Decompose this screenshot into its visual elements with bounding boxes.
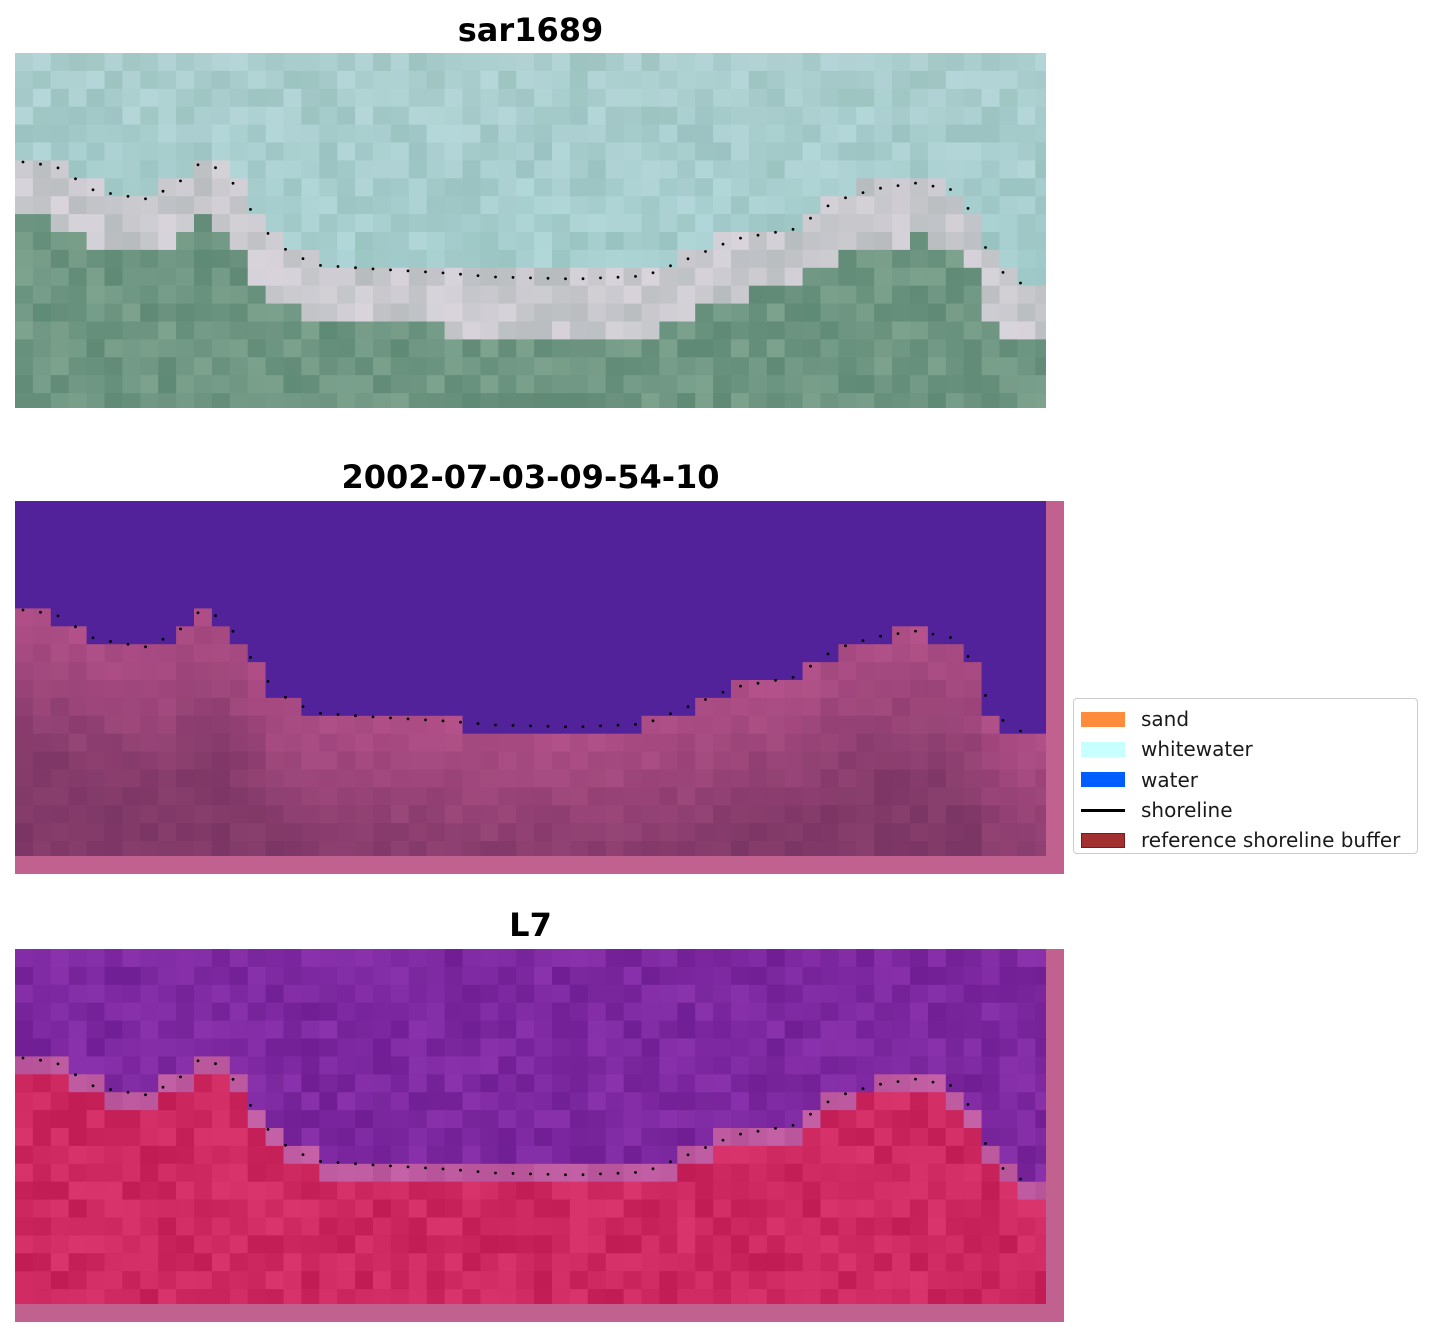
classified-image-canvas bbox=[15, 501, 1064, 874]
index-image-canvas bbox=[15, 949, 1064, 1322]
panel-title-1: sar1689 bbox=[457, 11, 604, 49]
panel-title-3: L7 bbox=[509, 906, 552, 944]
legend-swatch-whitewater bbox=[1081, 741, 1125, 757]
legend-label-shoreline: shoreline bbox=[1141, 798, 1233, 823]
legend-item-sand: sand bbox=[1081, 704, 1410, 734]
legend-item-shoreline: shoreline bbox=[1081, 795, 1410, 825]
legend-swatch-reference-buffer bbox=[1081, 832, 1125, 848]
legend-line-shoreline bbox=[1081, 808, 1125, 812]
legend-item-water: water bbox=[1081, 765, 1410, 795]
legend-item-reference-buffer: reference shoreline buffer bbox=[1081, 825, 1410, 855]
legend-swatch-water bbox=[1081, 772, 1125, 788]
legend-item-whitewater: whitewater bbox=[1081, 734, 1410, 764]
image-pixels bbox=[15, 501, 1046, 856]
rgb-image-canvas bbox=[15, 53, 1046, 408]
panel-title-2: 2002-07-03-09-54-10 bbox=[341, 458, 720, 496]
legend: sand whitewater water shoreline referenc… bbox=[1073, 698, 1418, 854]
panel-index-image bbox=[15, 949, 1064, 1322]
image-pixels bbox=[15, 949, 1046, 1304]
shoreline-points bbox=[21, 160, 1022, 285]
legend-label-sand: sand bbox=[1141, 707, 1190, 732]
panel-rgb-image bbox=[15, 53, 1046, 408]
legend-label-water: water bbox=[1141, 767, 1198, 792]
shoreline-points bbox=[21, 1056, 1022, 1181]
shoreline-points bbox=[21, 608, 1022, 733]
panel-classified-image bbox=[15, 501, 1064, 874]
image-pixels bbox=[15, 53, 1046, 408]
legend-label-reference-buffer: reference shoreline buffer bbox=[1141, 828, 1401, 853]
legend-swatch-sand bbox=[1081, 711, 1125, 727]
legend-label-whitewater: whitewater bbox=[1141, 737, 1253, 762]
